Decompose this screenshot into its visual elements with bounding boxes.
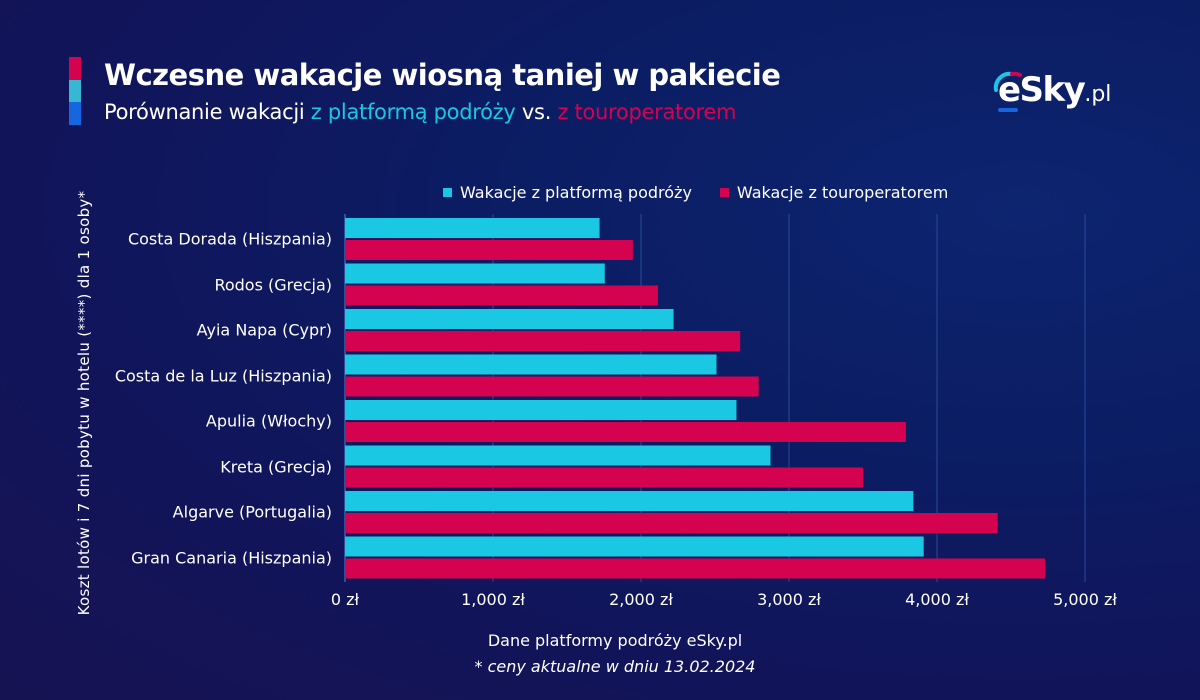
category-label: Rodos (Grecja) xyxy=(214,275,332,294)
bar-operator xyxy=(345,467,863,488)
logo-arcs-icon xyxy=(993,71,1022,112)
bar-platform xyxy=(345,445,771,466)
category-label: Gran Canaria (Hiszpania) xyxy=(131,548,332,567)
bar-operator xyxy=(345,240,633,260)
subtitle-platform: z platformą podróży xyxy=(310,100,516,124)
legend-label-operator: Wakacje z touroperatorem xyxy=(736,183,949,202)
logo-text: eSky.pl xyxy=(998,70,1111,110)
accent-bar-blue xyxy=(69,102,81,125)
bar-platform xyxy=(345,491,914,511)
bar-operator xyxy=(345,376,759,397)
subtitle-operator: z touroperatorem xyxy=(557,100,737,124)
bar-platform xyxy=(345,354,717,375)
category-label: Apulia (Włochy) xyxy=(205,411,332,431)
x-tick-label: 1,000 zł xyxy=(461,590,525,609)
logo-main: eSky xyxy=(998,70,1086,110)
chart-title: Wczesne wakacje wiosną taniej w pakiecie xyxy=(104,58,781,92)
category-label: Algarve (Portugalia) xyxy=(172,502,332,522)
accent-bar-cyan xyxy=(69,80,81,102)
x-tick-label: 0 zł xyxy=(330,590,360,609)
x-tick-label: 4,000 zł xyxy=(905,590,969,609)
category-label: Kreta (Grecja) xyxy=(220,457,332,476)
bar-operator xyxy=(345,513,998,533)
legend-item-platform: Wakacje z platformą podróży xyxy=(443,183,692,202)
bar-platform xyxy=(345,309,674,329)
x-tick-label: 5,000 zł xyxy=(1053,590,1117,609)
logo-suffix: .pl xyxy=(1084,82,1112,107)
category-label: Ayia Napa (Cypr) xyxy=(196,320,332,340)
subtitle-prefix: Porównanie wakacji xyxy=(104,100,311,124)
bar-platform xyxy=(345,263,605,284)
bar-platform xyxy=(345,218,600,238)
bar-platform xyxy=(345,536,924,557)
chart-subtitle: Porównanie wakacji z platformą podróży v… xyxy=(104,100,736,124)
bar-platform xyxy=(345,400,737,420)
source-note: Dane platformy podróży eSky.pl xyxy=(487,631,743,650)
bar-operator xyxy=(345,422,906,442)
subtitle-vs: vs. xyxy=(515,100,558,124)
legend-item-operator: Wakacje z touroperatorem xyxy=(719,183,949,202)
x-tick-label: 3,000 zł xyxy=(757,590,821,609)
category-label: Costa de la Luz (Hiszpania) xyxy=(114,366,332,385)
bar-operator xyxy=(345,331,741,351)
legend-swatch-operator xyxy=(719,188,729,197)
bar-operator xyxy=(345,285,659,306)
esky-logo: eSky.pl xyxy=(990,66,1130,116)
accent-bar-magenta xyxy=(69,57,81,80)
category-label: Costa Dorada (Hiszpania) xyxy=(127,229,332,249)
x-tick-label: 2,000 zł xyxy=(609,590,673,609)
legend-swatch-platform xyxy=(443,188,452,197)
legend-label-platform: Wakacje z platformą podróży xyxy=(460,183,692,202)
chart-legend: Wakacje z platformą podróży Wakacje z to… xyxy=(443,183,948,202)
bar-operator xyxy=(345,558,1046,579)
date-note: * ceny aktualne w dniu 13.02.2024 xyxy=(474,657,756,676)
